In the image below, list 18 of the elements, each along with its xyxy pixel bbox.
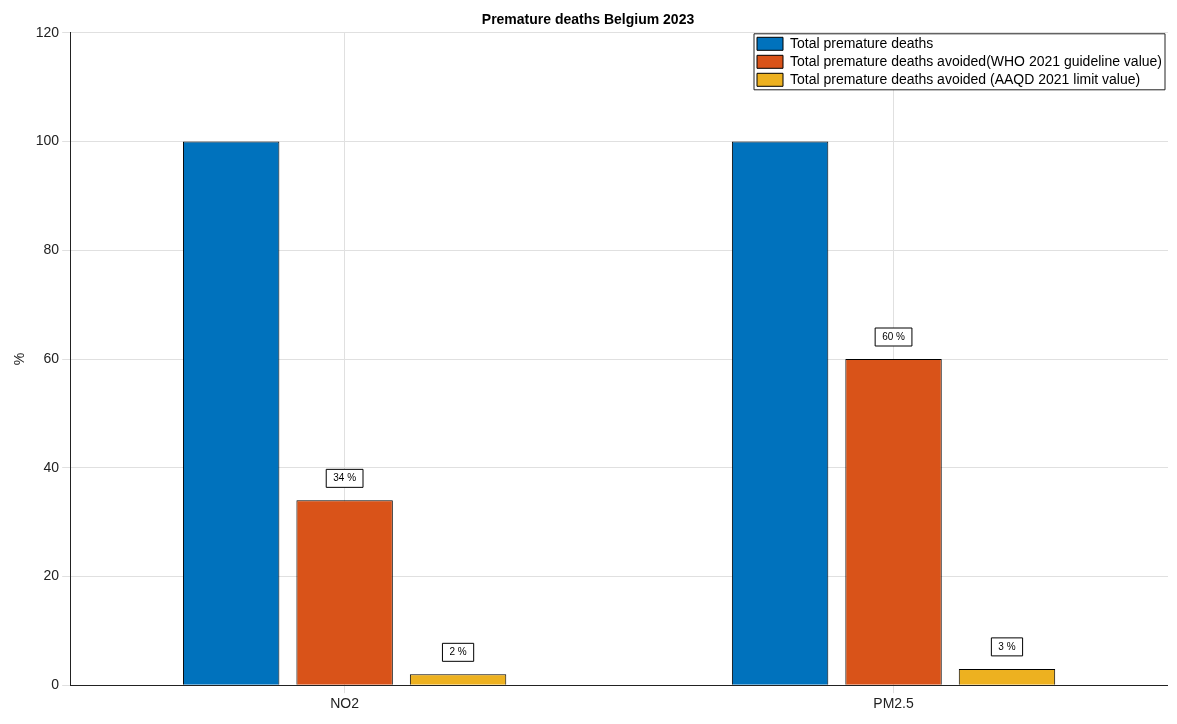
y-tick-label: 40 <box>43 458 60 475</box>
data-label: 2 % <box>449 646 467 658</box>
y-tick-label: 80 <box>43 241 60 258</box>
y-tick-label: 120 <box>35 23 60 40</box>
legend-label: Total premature deaths <box>790 34 934 51</box>
y-tick-label: 0 <box>51 676 60 693</box>
y-tick-label: 60 <box>43 349 60 366</box>
data-label: 3 % <box>998 640 1016 652</box>
data-label: 60 % <box>882 330 906 342</box>
legend-label: Total premature deaths avoided (AAQD 2021 limit value) <box>790 70 1141 87</box>
chart-title: Premature deaths Belgium 2023 <box>481 11 695 28</box>
data-label: 34 % <box>333 472 357 484</box>
y-tick-label: 20 <box>43 567 60 584</box>
x-tick-label: PM2.5 <box>873 695 914 712</box>
legend-label: Total premature deaths avoided(WHO 2021 guideline value) <box>790 52 1163 69</box>
y-axis-title: % <box>11 352 28 366</box>
x-tick-label: NO2 <box>330 695 360 712</box>
y-tick-label: 100 <box>35 132 60 149</box>
